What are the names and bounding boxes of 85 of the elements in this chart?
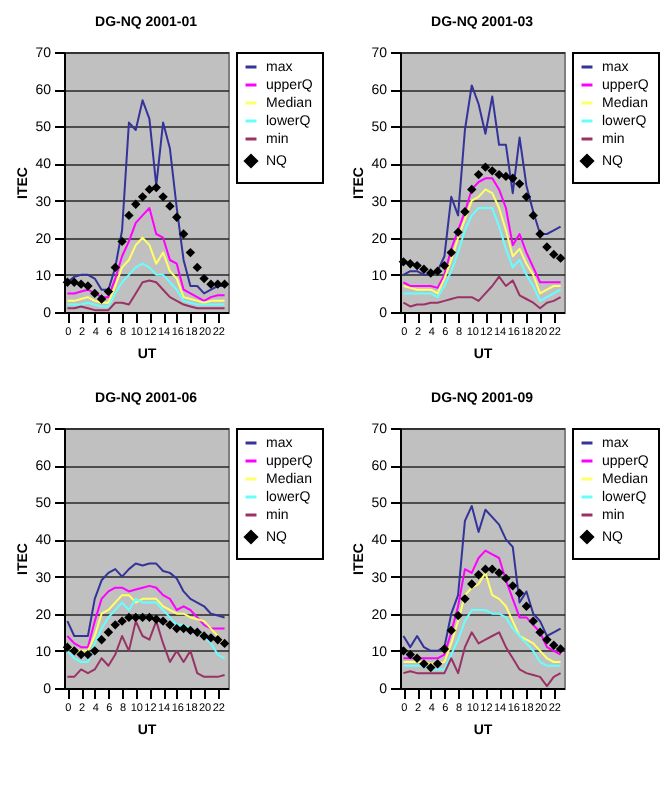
point xyxy=(405,649,415,660)
point xyxy=(453,610,463,621)
point xyxy=(103,286,114,297)
point xyxy=(467,184,477,195)
point xyxy=(412,653,422,663)
point xyxy=(460,594,470,604)
point xyxy=(521,192,532,202)
point xyxy=(555,253,566,263)
point xyxy=(137,192,148,202)
point xyxy=(90,288,100,299)
point xyxy=(192,627,202,637)
point xyxy=(542,635,552,645)
point xyxy=(528,616,538,626)
point xyxy=(124,612,134,623)
point xyxy=(487,166,497,176)
point xyxy=(446,625,456,636)
point xyxy=(419,659,429,669)
point xyxy=(542,242,552,252)
point xyxy=(62,642,73,652)
point xyxy=(76,649,86,660)
point xyxy=(508,581,518,591)
point xyxy=(90,646,100,656)
point xyxy=(555,644,566,654)
point xyxy=(117,236,127,247)
point xyxy=(185,247,196,258)
point xyxy=(426,662,436,673)
point xyxy=(460,207,470,217)
point xyxy=(432,266,443,276)
point xyxy=(96,635,107,645)
point xyxy=(192,262,202,273)
point xyxy=(419,264,429,274)
point xyxy=(69,277,79,287)
point xyxy=(480,162,491,172)
point xyxy=(398,257,409,267)
point xyxy=(172,212,182,222)
point xyxy=(199,631,209,641)
point xyxy=(172,623,182,634)
point xyxy=(131,199,141,209)
point xyxy=(110,620,120,630)
point xyxy=(103,627,114,637)
point xyxy=(110,262,120,273)
point xyxy=(199,273,209,284)
point xyxy=(76,279,86,289)
point xyxy=(432,659,443,669)
point xyxy=(69,646,79,656)
point xyxy=(535,229,545,239)
point xyxy=(213,279,223,289)
point xyxy=(501,171,511,182)
point xyxy=(494,568,504,578)
point xyxy=(405,259,415,269)
point xyxy=(178,229,189,239)
point xyxy=(501,573,511,584)
point xyxy=(412,260,422,271)
point xyxy=(96,294,107,304)
point xyxy=(549,249,559,260)
point xyxy=(151,614,161,624)
point xyxy=(473,570,484,580)
point xyxy=(528,210,538,221)
point xyxy=(83,649,93,660)
point xyxy=(473,169,484,180)
point xyxy=(219,638,230,649)
point xyxy=(124,210,134,221)
point xyxy=(213,635,223,645)
point xyxy=(158,192,168,202)
point xyxy=(165,201,175,211)
point xyxy=(158,616,168,626)
point xyxy=(494,169,504,180)
point xyxy=(117,616,127,626)
point xyxy=(549,640,559,650)
point xyxy=(446,247,456,258)
point xyxy=(439,644,450,654)
point xyxy=(131,612,141,623)
point xyxy=(439,260,450,271)
point xyxy=(151,182,161,193)
point xyxy=(514,179,525,189)
point xyxy=(508,173,518,183)
point xyxy=(535,627,545,637)
point xyxy=(514,588,525,598)
point xyxy=(521,601,532,611)
point xyxy=(467,579,477,589)
point xyxy=(453,227,463,237)
point xyxy=(398,646,409,656)
point xyxy=(165,620,175,630)
point xyxy=(487,564,497,574)
point xyxy=(83,281,93,291)
